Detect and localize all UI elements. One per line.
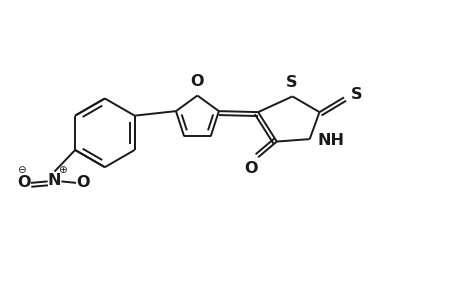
Text: NH: NH xyxy=(317,133,344,148)
Text: S: S xyxy=(350,87,362,102)
Text: S: S xyxy=(285,74,297,89)
Text: N: N xyxy=(48,173,61,188)
Text: O: O xyxy=(190,74,204,89)
Text: ⊕: ⊕ xyxy=(58,165,67,175)
Text: O: O xyxy=(244,161,257,176)
Text: O: O xyxy=(76,176,90,190)
Text: ⊖: ⊖ xyxy=(17,165,26,175)
Text: O: O xyxy=(17,176,31,190)
